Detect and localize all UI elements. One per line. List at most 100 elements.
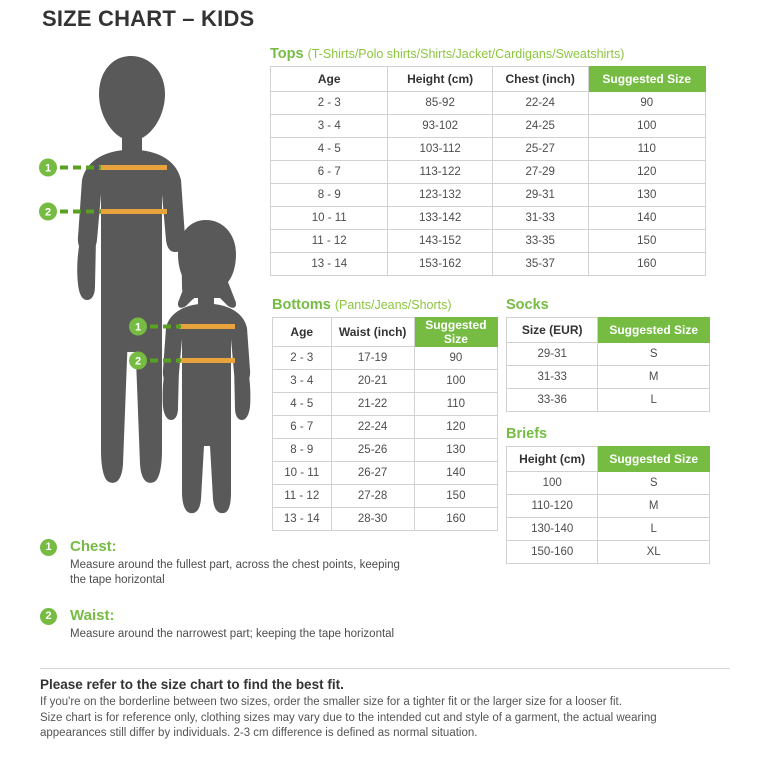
bottoms-col-suggested-size: Suggested Size (413, 317, 499, 347)
socks-table-block: Socks Size (EUR) Suggested Size 29-31 S 3… (505, 297, 710, 412)
cell-chest: 25-27 (491, 137, 589, 161)
table-row: 3 - 4 93-102 24-25 100 (269, 114, 707, 138)
cell-age: 11 - 12 (272, 484, 332, 508)
cell-age: 4 - 5 (269, 137, 389, 161)
cell-size-eur: 29-31 (505, 342, 599, 366)
legend-chest-description: Measure around the fullest part, across … (70, 559, 400, 586)
legend-badge-2: 2 (40, 608, 57, 625)
cell-waist: 28-30 (330, 507, 415, 531)
cell-size-eur: 33-36 (505, 388, 599, 412)
cell-size-eur: 31-33 (505, 365, 599, 389)
cell-age: 10 - 11 (269, 206, 389, 230)
briefs-header-row: Height (cm) Suggested Size (505, 446, 710, 472)
girl-chest-marker-number: 1 (135, 322, 141, 334)
cell-age: 8 - 9 (272, 438, 332, 462)
socks-col-suggested-size: Suggested Size (597, 317, 710, 343)
cell-size: 130 (587, 183, 707, 207)
table-row: 11 - 12 143-152 33-35 150 (269, 229, 707, 253)
tops-col-height: Height (cm) (387, 66, 493, 92)
table-row: 3 - 4 20-21 100 (272, 369, 499, 393)
tops-header-row: Age Height (cm) Chest (inch) Suggested S… (269, 66, 707, 92)
legend-item-chest: 1 Chest: Measure around the fullest part… (40, 538, 400, 588)
table-row: 11 - 12 27-28 150 (272, 484, 499, 508)
boy-chest-marker (39, 158, 57, 177)
girl-waist-tape (179, 358, 235, 363)
bottoms-col-age: Age (272, 317, 332, 347)
table-row: 13 - 14 28-30 160 (272, 507, 499, 531)
socks-header-row: Size (EUR) Suggested Size (505, 317, 710, 343)
cell-size: 110 (413, 392, 499, 416)
tops-col-age: Age (269, 66, 389, 92)
briefs-table: Height (cm) Suggested Size 100 S 110-120 M… (505, 446, 710, 564)
boy-chest-tape (99, 165, 167, 170)
cell-height: 110-120 (505, 494, 599, 518)
cell-age: 2 - 3 (269, 91, 389, 115)
briefs-col-height: Height (cm) (505, 446, 599, 472)
tops-col-suggested-size: Suggested Size (587, 66, 707, 92)
cell-size: 140 (587, 206, 707, 230)
table-row: 2 - 3 85-92 22-24 90 (269, 91, 707, 115)
legend-waist-title: Waist: (70, 607, 115, 624)
footer-divider (40, 668, 730, 669)
table-row: 130-140 L (505, 517, 710, 541)
cell-size: 150 (587, 229, 707, 253)
cell-height: 123-132 (387, 183, 493, 207)
cell-chest: 31-33 (491, 206, 589, 230)
cell-chest: 27-29 (491, 160, 589, 184)
table-row: 150-160 XL (505, 540, 710, 564)
girl-chest-marker (129, 317, 147, 336)
bottoms-col-waist: Waist (inch) (330, 317, 415, 347)
boy-chest-marker-number: 1 (45, 163, 51, 175)
cell-height: 93-102 (387, 114, 493, 138)
cell-chest: 24-25 (491, 114, 589, 138)
cell-age: 4 - 5 (272, 392, 332, 416)
cell-size: L (597, 388, 710, 412)
cell-waist: 27-28 (330, 484, 415, 508)
briefs-table-block: Briefs Height (cm) Suggested Size 100 S 1… (505, 426, 710, 564)
table-row: 13 - 14 153-162 35-37 160 (269, 252, 707, 276)
cell-size: 160 (413, 507, 499, 531)
table-row: 6 - 7 113-122 27-29 120 (269, 160, 707, 184)
legend-chest-title: Chest: (70, 538, 117, 555)
legend-item-waist: 2 Waist: Measure around the narrowest pa… (40, 607, 394, 642)
bottoms-table-block: Bottoms (Pants/Jeans/Shorts) Age Waist (… (272, 297, 499, 531)
cell-age: 8 - 9 (269, 183, 389, 207)
table-row: 6 - 7 22-24 120 (272, 415, 499, 439)
table-row: 2 - 3 17-19 90 (272, 346, 499, 370)
girl-chest-tape (179, 324, 235, 329)
bottoms-table: Age Waist (inch) Suggested Size 2 - 3 17-… (272, 317, 499, 531)
briefs-caption: Briefs (506, 426, 710, 442)
legend-waist: 2 Waist: Measure around the narrowest pa… (40, 607, 394, 642)
cell-size: XL (597, 540, 710, 564)
cell-size: 90 (413, 346, 499, 370)
cell-waist: 17-19 (330, 346, 415, 370)
cell-height: 100 (505, 471, 599, 495)
cell-age: 6 - 7 (272, 415, 332, 439)
bottoms-subtitle: (Pants/Jeans/Shorts) (334, 298, 452, 312)
cell-waist: 21-22 (330, 392, 415, 416)
briefs-title: Briefs (506, 426, 548, 442)
cell-height: 150-160 (505, 540, 599, 564)
table-row: 100 S (505, 471, 710, 495)
footer-line-2: Size chart is for reference only, clothi… (40, 711, 657, 724)
girl-silhouette (162, 220, 251, 514)
tops-caption: Tops (T-Shirts/Polo shirts/Shirts/Jacket… (270, 46, 706, 62)
cell-size: 110 (587, 137, 707, 161)
cell-height: 143-152 (387, 229, 493, 253)
table-row: 8 - 9 25-26 130 (272, 438, 499, 462)
silhouettes-svg: 1 2 1 (39, 56, 251, 514)
cell-height: 130-140 (505, 517, 599, 541)
cell-chest: 22-24 (491, 91, 589, 115)
socks-col-size-eur: Size (EUR) (505, 317, 599, 343)
cell-age: 10 - 11 (272, 461, 332, 485)
table-row: 31-33 M (505, 365, 710, 389)
cell-age: 6 - 7 (269, 160, 389, 184)
cell-size: L (597, 517, 710, 541)
boy-waist-marker (39, 202, 57, 221)
cell-waist: 20-21 (330, 369, 415, 393)
cell-age: 11 - 12 (269, 229, 389, 253)
bottoms-title: Bottoms (272, 297, 331, 313)
socks-title: Socks (506, 297, 549, 313)
cell-age: 3 - 4 (269, 114, 389, 138)
cell-size: 160 (587, 252, 707, 276)
